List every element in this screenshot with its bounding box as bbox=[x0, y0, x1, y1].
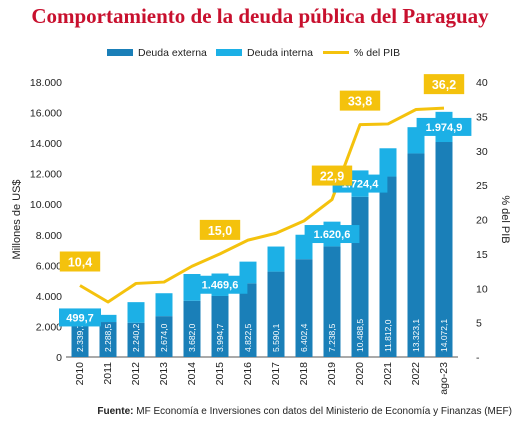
label-deuda-externa: 14.072,1 bbox=[439, 319, 449, 352]
x-tick-label: 2021 bbox=[382, 362, 394, 386]
label-deuda-externa: 10.488,5 bbox=[355, 319, 365, 352]
x-tick-label: ago-23 bbox=[438, 362, 450, 395]
bar-deuda-externa bbox=[155, 316, 173, 357]
y2-axis-title: % del PIB bbox=[499, 195, 511, 243]
label-deuda-externa: 2.240,2 bbox=[131, 323, 141, 352]
y2-tick-label: 10 bbox=[476, 283, 488, 295]
x-tick-label: 2013 bbox=[158, 362, 170, 386]
y2-tick-label: 30 bbox=[476, 146, 488, 158]
legend-swatch-3 bbox=[323, 51, 349, 54]
label-deuda-externa: 11.812,0 bbox=[383, 319, 393, 352]
legend-label-3: % del PIB bbox=[354, 47, 400, 59]
label-deuda-externa: 4.822,5 bbox=[243, 323, 253, 352]
label-box-pib bbox=[423, 74, 465, 95]
label-deuda-externa: 6.402,4 bbox=[299, 323, 309, 352]
label-pib: 22,9 bbox=[320, 170, 344, 184]
y-tick-label: 0 bbox=[56, 352, 62, 364]
y-tick-label: 16.000 bbox=[30, 108, 62, 120]
label-deuda-externa: 13.323,1 bbox=[411, 319, 421, 352]
label-pib: 33,8 bbox=[348, 95, 372, 109]
bar-deuda-externa bbox=[211, 295, 229, 357]
y-tick-label: 10.000 bbox=[30, 199, 62, 211]
label-deuda-externa: 2.674,0 bbox=[159, 323, 169, 352]
source-label: Fuente: bbox=[97, 406, 134, 417]
x-tick-label: 2018 bbox=[298, 362, 310, 386]
bar-deuda-externa bbox=[71, 321, 89, 357]
y2-tick-label: 15 bbox=[476, 249, 488, 261]
y2-tick-label: 35 bbox=[476, 111, 488, 123]
y-tick-label: 2.000 bbox=[36, 321, 62, 333]
x-tick-label: 2010 bbox=[74, 362, 86, 386]
label-deuda-externa: 3.994,7 bbox=[215, 323, 225, 352]
label-deuda-interna: 1.974,9 bbox=[426, 122, 463, 134]
bar-deuda-interna bbox=[127, 302, 145, 323]
label-deuda-externa: 3.682,0 bbox=[187, 323, 197, 352]
x-tick-label: 2017 bbox=[270, 362, 282, 386]
y-tick-label: 8.000 bbox=[36, 230, 62, 242]
bar-deuda-externa bbox=[99, 322, 117, 357]
legend-swatch-2 bbox=[216, 49, 242, 56]
source-text: MF Economía e Inversiones con datos del … bbox=[136, 406, 512, 417]
bar-deuda-externa bbox=[407, 153, 425, 357]
bar-deuda-interna bbox=[155, 293, 173, 317]
label-deuda-externa: 2.288,5 bbox=[103, 323, 113, 352]
legend-label-2: Deuda interna bbox=[247, 47, 313, 59]
y-tick-label: 12.000 bbox=[30, 169, 62, 181]
label-deuda-externa: 2.339,7 bbox=[75, 323, 85, 352]
y2-tick-label: 25 bbox=[476, 180, 488, 192]
bar-deuda-externa bbox=[295, 259, 313, 357]
x-tick-label: 2019 bbox=[326, 362, 338, 386]
label-deuda-externa: 5.590,1 bbox=[271, 323, 281, 352]
label-pib: 10,4 bbox=[68, 256, 92, 270]
y2-tick-label: 20 bbox=[476, 215, 488, 227]
label-box-deuda-interna bbox=[59, 308, 101, 327]
y2-tick-label: - bbox=[476, 352, 480, 364]
x-tick-label: 2012 bbox=[130, 362, 142, 386]
source-note: Fuente: MF Economía e Inversiones con da… bbox=[97, 406, 512, 417]
bar-deuda-interna bbox=[99, 314, 117, 323]
label-box-deuda-interna bbox=[304, 225, 360, 244]
line-pib bbox=[79, 106, 445, 304]
y2-tick-label: 40 bbox=[476, 77, 488, 89]
x-tick-label: 2015 bbox=[214, 362, 226, 386]
label-box-pib bbox=[339, 90, 381, 111]
label-deuda-externa: 7.238,5 bbox=[327, 323, 337, 352]
y-tick-label: 4.000 bbox=[36, 291, 62, 303]
label-box-deuda-interna bbox=[192, 275, 248, 294]
y-tick-label: 14.000 bbox=[30, 138, 62, 150]
bar-deuda-externa bbox=[127, 322, 145, 357]
x-tick-label: 2016 bbox=[242, 362, 254, 386]
bar-deuda-externa bbox=[379, 176, 397, 357]
label-pib: 36,2 bbox=[432, 78, 456, 92]
label-deuda-interna: 1.469,6 bbox=[202, 280, 239, 292]
y-axis-title: Millones de US$ bbox=[11, 179, 23, 259]
legend-swatch-1 bbox=[107, 49, 133, 56]
label-pib: 15,0 bbox=[208, 224, 232, 238]
x-tick-label: 2014 bbox=[186, 362, 198, 386]
y-tick-label: 18.000 bbox=[30, 77, 62, 89]
bar-deuda-externa bbox=[239, 283, 257, 357]
x-tick-label: 2011 bbox=[102, 362, 114, 385]
x-tick-label: 2022 bbox=[410, 362, 422, 386]
x-tick-label: 2020 bbox=[354, 362, 366, 386]
label-box-pib bbox=[199, 219, 241, 240]
bar-deuda-externa bbox=[435, 142, 453, 357]
bar-deuda-externa bbox=[183, 300, 201, 357]
label-box-pib bbox=[311, 165, 353, 186]
chart-title: Comportamiento de la deuda pública del P… bbox=[31, 4, 489, 28]
label-deuda-interna: 1.620,6 bbox=[314, 229, 351, 241]
bar-deuda-externa bbox=[267, 271, 285, 357]
legend-label-1: Deuda externa bbox=[138, 47, 207, 59]
y2-tick-label: 5 bbox=[476, 318, 482, 330]
bar-deuda-interna bbox=[267, 246, 285, 272]
label-deuda-interna: 499,7 bbox=[66, 312, 94, 324]
label-box-pib bbox=[59, 251, 101, 272]
y-tick-label: 6.000 bbox=[36, 260, 62, 272]
label-box-deuda-interna bbox=[416, 117, 472, 136]
bar-deuda-interna bbox=[379, 148, 397, 177]
bar-deuda-externa bbox=[323, 246, 341, 357]
